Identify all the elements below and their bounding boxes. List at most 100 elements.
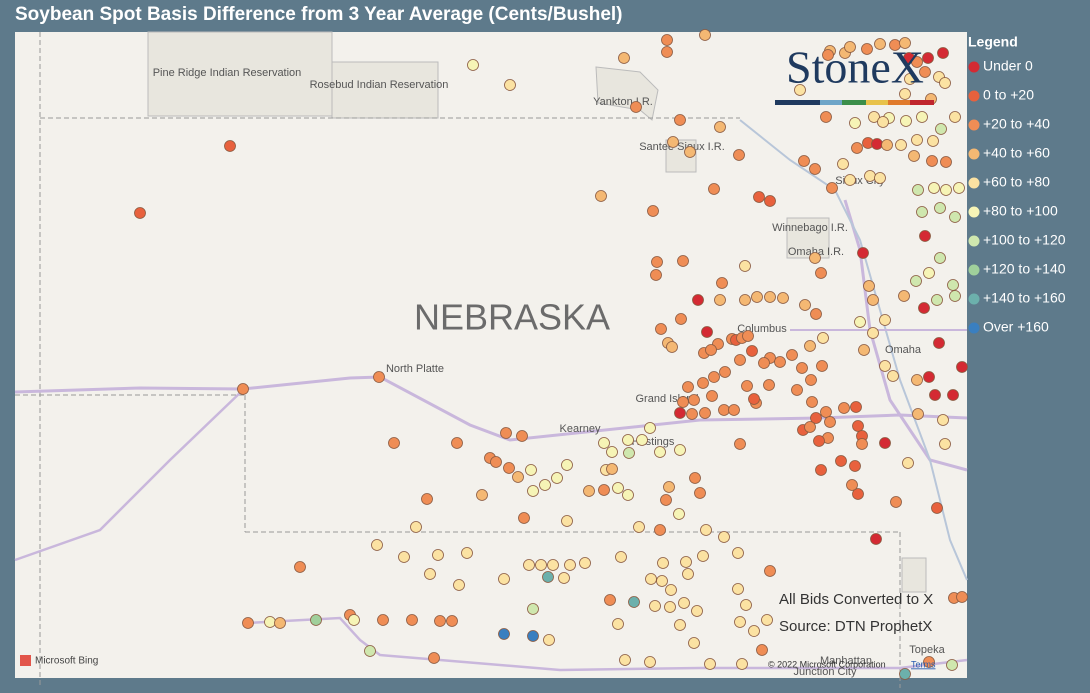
bid-dot	[598, 484, 610, 496]
bid-dot	[633, 521, 645, 533]
bid-dot	[947, 389, 959, 401]
bid-dot	[879, 314, 891, 326]
bid-dot	[867, 327, 879, 339]
bid-dot	[874, 38, 886, 50]
bid-dot	[644, 656, 656, 668]
bid-dot	[618, 52, 630, 64]
bid-dot	[467, 59, 479, 71]
bid-dot	[739, 294, 751, 306]
bid-dot	[461, 547, 473, 559]
bid-dot	[689, 472, 701, 484]
bid-dot	[434, 615, 446, 627]
bid-dot	[813, 435, 825, 447]
bid-dot	[535, 559, 547, 571]
bid-dot	[956, 591, 968, 603]
title: Soybean Spot Basis Difference from 3 Yea…	[15, 4, 623, 25]
bid-dot	[498, 628, 510, 640]
bid-dot	[595, 190, 607, 202]
legend-label: +20 to +40	[983, 116, 1050, 132]
bid-dot	[561, 515, 573, 527]
bid-dot	[451, 437, 463, 449]
bid-dot	[647, 205, 659, 217]
bid-dot	[708, 371, 720, 383]
map-bg	[15, 32, 967, 678]
bid-dot	[758, 357, 770, 369]
bid-dot	[691, 605, 703, 617]
bid-dot	[732, 583, 744, 595]
bid-dot	[734, 616, 746, 628]
legend-label: +120 to +140	[983, 261, 1066, 277]
copyright: © 2022 Microsoft Corporation	[768, 659, 886, 669]
legend-label: Under 0	[983, 58, 1033, 74]
legend-swatch	[968, 90, 980, 102]
bid-dot	[849, 117, 861, 129]
bid-dot	[835, 455, 847, 467]
bid-dot	[612, 482, 624, 494]
bid-dot	[852, 488, 864, 500]
bid-dot	[364, 645, 376, 657]
bid-dot	[887, 370, 899, 382]
bid-dot	[714, 121, 726, 133]
bid-dot	[373, 371, 385, 383]
bid-dot	[700, 524, 712, 536]
bid-dot	[650, 269, 662, 281]
bid-dot	[716, 277, 728, 289]
bid-dot	[675, 313, 687, 325]
place-label: Pine Ridge Indian Reservation	[153, 67, 302, 79]
bid-dot	[543, 634, 555, 646]
bid-dot	[879, 437, 891, 449]
bid-dot	[923, 656, 935, 668]
bid-dot	[910, 275, 922, 287]
bid-dot	[684, 146, 696, 158]
place-label: Yankton I.R.	[593, 96, 653, 108]
bid-dot	[898, 290, 910, 302]
place-label: Kearney	[560, 423, 601, 435]
bid-dot	[551, 472, 563, 484]
bid-dot	[348, 614, 360, 626]
bid-dot	[926, 155, 938, 167]
bid-dot	[453, 579, 465, 591]
bid-dot	[764, 565, 776, 577]
bid-dot	[929, 389, 941, 401]
bid-dot	[854, 316, 866, 328]
bid-dot	[512, 471, 524, 483]
bid-dot	[677, 396, 689, 408]
bid-dot	[733, 149, 745, 161]
bid-dot	[476, 489, 488, 501]
bid-dot	[815, 464, 827, 476]
bid-dot	[682, 381, 694, 393]
bid-dot	[615, 551, 627, 563]
place-label: North Platte	[386, 363, 444, 375]
bid-dot	[912, 408, 924, 420]
bid-dot	[822, 49, 834, 61]
bid-dot	[680, 556, 692, 568]
bid-dot	[699, 29, 711, 41]
legend-label: +80 to +100	[983, 203, 1058, 219]
bid-dot	[820, 111, 832, 123]
bid-dot	[911, 134, 923, 146]
bid-dot	[564, 559, 576, 571]
bid-dot	[919, 66, 931, 78]
bid-dot	[660, 494, 672, 506]
bid-dot	[739, 260, 751, 272]
place-label: Topeka	[909, 644, 945, 656]
map-base	[14, 31, 968, 688]
bid-dot	[518, 512, 530, 524]
bid-dot	[844, 41, 856, 53]
bid-dot	[741, 380, 753, 392]
bid-dot	[804, 340, 816, 352]
bid-dot	[947, 279, 959, 291]
legend-swatch	[968, 119, 980, 131]
bid-dot	[697, 377, 709, 389]
bid-dot	[804, 421, 816, 433]
bid-dot	[688, 637, 700, 649]
terms-link[interactable]: Terms	[911, 659, 936, 669]
bid-dot	[665, 584, 677, 596]
bid-dot	[398, 551, 410, 563]
bid-dot	[816, 360, 828, 372]
logo-bar	[775, 100, 934, 105]
bid-dot	[931, 502, 943, 514]
bid-dot	[410, 521, 422, 533]
bid-dot	[674, 407, 686, 419]
bid-dot	[718, 404, 730, 416]
